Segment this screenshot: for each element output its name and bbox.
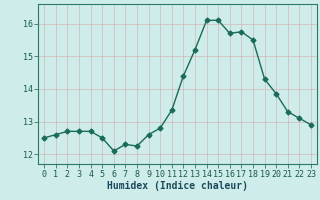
X-axis label: Humidex (Indice chaleur): Humidex (Indice chaleur) — [107, 181, 248, 191]
